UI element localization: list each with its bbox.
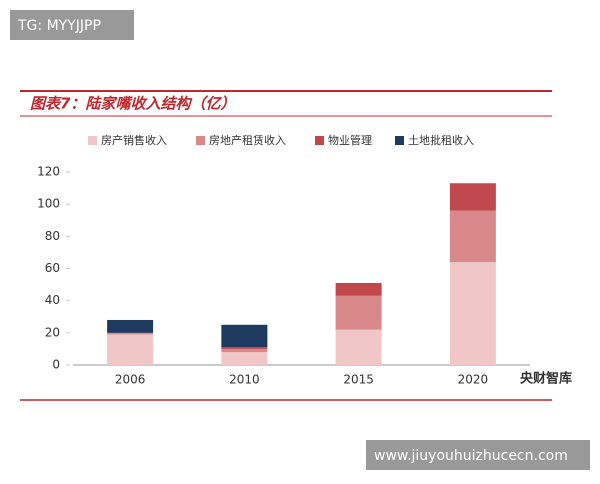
legend-swatch	[315, 136, 324, 145]
x-tick-label: 2010	[229, 373, 260, 387]
legend-label: 物业管理	[328, 133, 372, 147]
y-tick-label: 80	[45, 229, 60, 243]
bar-segment	[221, 324, 268, 348]
legend-label: 房地产租赁收入	[209, 133, 286, 147]
watermark-box	[10, 10, 134, 40]
bar-segment	[335, 329, 382, 365]
x-tick-label: 2015	[343, 373, 374, 387]
bar-segment	[107, 334, 154, 365]
watermark-box	[366, 440, 590, 470]
bar-segment	[335, 282, 382, 296]
legend-swatch	[395, 136, 404, 145]
bar-segment	[107, 332, 154, 335]
bar-segment	[449, 262, 496, 365]
y-tick-label: 40	[45, 293, 60, 307]
logo: 央财智库	[520, 371, 572, 387]
y-tick-label: 20	[45, 325, 60, 339]
y-tick-label: 100	[37, 197, 60, 211]
x-tick-label: 2020	[458, 373, 489, 387]
legend-label: 房产销售收入	[101, 133, 167, 147]
x-tick-label: 2006	[115, 373, 146, 387]
bar-segment	[449, 210, 496, 263]
y-tick-label: 120	[37, 165, 60, 179]
bar-segment	[107, 319, 154, 333]
bar-segment	[221, 347, 268, 349]
bar-segment	[221, 348, 268, 353]
watermark-top: TG: MYYJJPP	[17, 18, 101, 34]
y-tick-label: 60	[45, 261, 60, 275]
chart-title: 图表7：陆家嘴收入结构（亿）	[30, 95, 235, 113]
legend-swatch	[196, 136, 205, 145]
bar-segment	[335, 295, 382, 330]
watermark-bottom: www.jiuyouhuizhucecn.com	[374, 448, 568, 464]
bar-segment	[449, 183, 496, 211]
legend-label: 土地批租收入	[408, 133, 474, 147]
bar-segment	[221, 352, 268, 365]
y-tick-label: 0	[52, 358, 60, 372]
legend-swatch	[88, 136, 97, 145]
